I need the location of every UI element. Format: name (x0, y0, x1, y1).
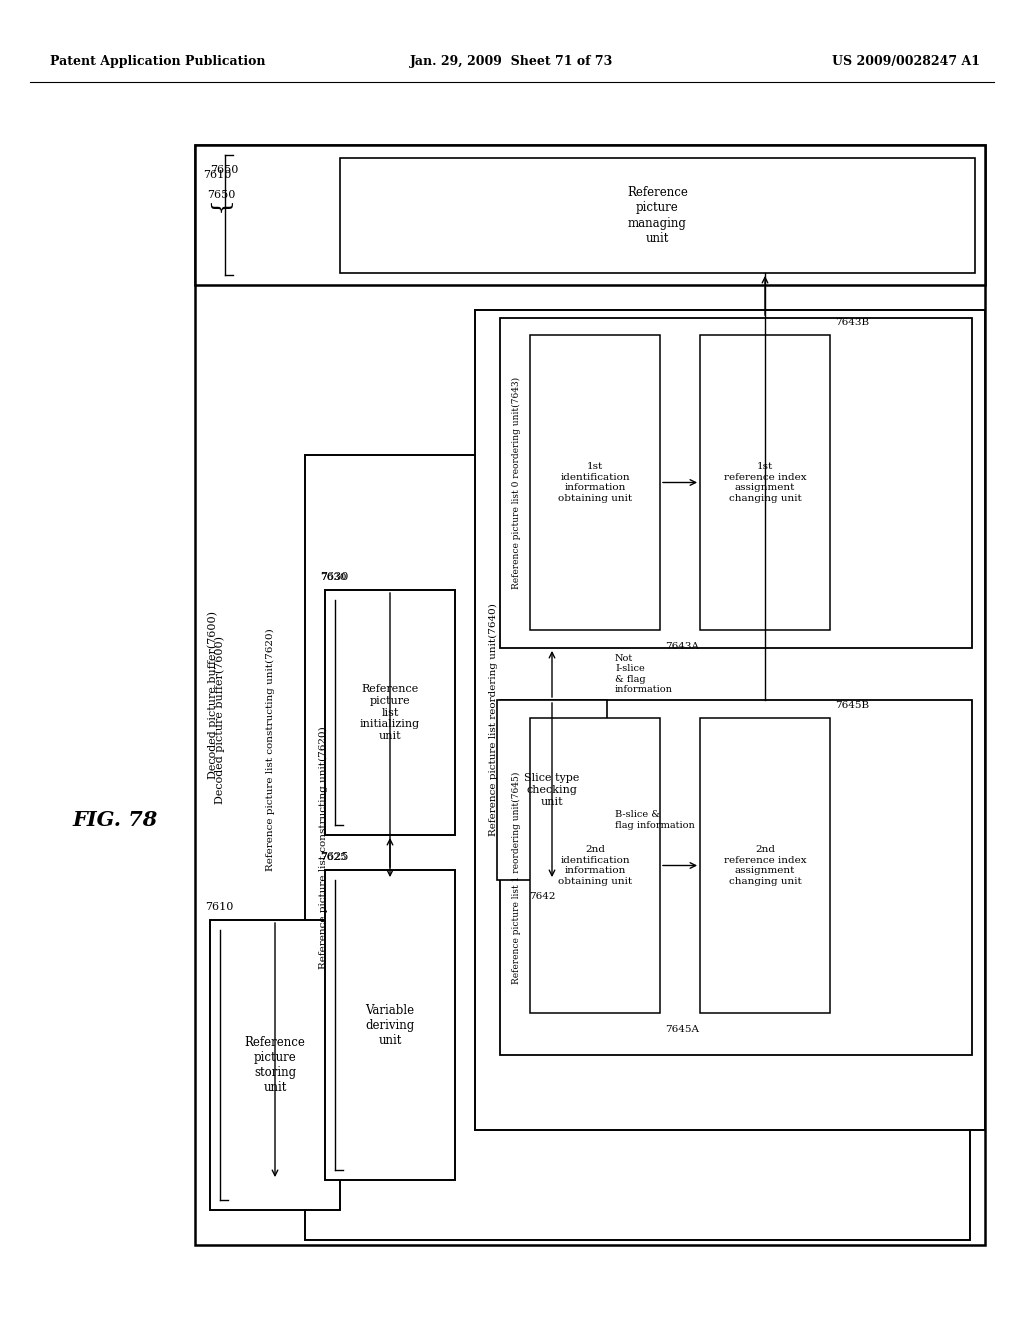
Text: 7610: 7610 (205, 902, 233, 912)
Text: 1st
reference index
assignment
changing unit: 1st reference index assignment changing … (724, 462, 806, 503)
Text: 7645A: 7645A (665, 1026, 699, 1034)
Text: Reference picture list 0 reordering unit(7643): Reference picture list 0 reordering unit… (511, 378, 520, 589)
Text: 7643A: 7643A (665, 642, 699, 651)
Text: 1st
identification
information
obtaining unit: 1st identification information obtaining… (558, 462, 632, 503)
Text: 7645B: 7645B (835, 701, 869, 710)
Bar (325, 590, 455, 836)
Bar (195, 145, 985, 285)
Text: Patent Application Publication: Patent Application Publication (50, 55, 265, 69)
Bar (305, 455, 970, 1239)
Text: 7610: 7610 (203, 170, 231, 180)
Text: Not
I-slice
& flag
information: Not I-slice & flag information (615, 653, 673, 694)
Text: Jan. 29, 2009  Sheet 71 of 73: Jan. 29, 2009 Sheet 71 of 73 (411, 55, 613, 69)
Text: Decoded picture buffer(7600): Decoded picture buffer(7600) (215, 636, 225, 804)
Text: Reference picture list reordering unit(7640): Reference picture list reordering unit(7… (488, 603, 498, 837)
Text: 7650: 7650 (210, 165, 239, 176)
Text: Reference
picture
managing
unit: Reference picture managing unit (627, 186, 688, 244)
Text: B-slice &
flag information: B-slice & flag information (615, 810, 694, 830)
Text: 7625: 7625 (319, 853, 346, 862)
Text: 7650: 7650 (207, 190, 236, 201)
Text: Reference picture list constructing unit(7620): Reference picture list constructing unit… (318, 726, 328, 969)
Bar (475, 310, 985, 1130)
Text: 2nd
identification
information
obtaining unit: 2nd identification information obtaining… (558, 845, 632, 886)
Text: 7625: 7625 (319, 851, 348, 862)
Text: US 2009/0028247 A1: US 2009/0028247 A1 (831, 55, 980, 69)
Bar (497, 700, 607, 880)
Bar (195, 145, 985, 1245)
Text: Decoded picture buffer(7600): Decoded picture buffer(7600) (208, 611, 218, 779)
Text: Reference picture list constructing unit(7620): Reference picture list constructing unit… (265, 628, 274, 871)
Text: }: } (207, 202, 229, 218)
Bar (700, 335, 830, 630)
Bar (530, 718, 660, 1012)
Text: 7630: 7630 (319, 573, 346, 582)
Bar (500, 700, 972, 1055)
Text: 2nd
reference index
assignment
changing unit: 2nd reference index assignment changing … (724, 845, 806, 886)
Bar (700, 718, 830, 1012)
Bar (500, 318, 972, 648)
Bar (325, 870, 455, 1180)
Text: 7630: 7630 (319, 572, 348, 582)
Text: Variable
deriving
unit: Variable deriving unit (366, 1003, 415, 1047)
Text: Reference picture list 1 reordering unit(7645): Reference picture list 1 reordering unit… (511, 771, 520, 983)
Text: 7643B: 7643B (835, 318, 869, 327)
Bar (210, 920, 340, 1210)
Text: Slice type
checking
unit: Slice type checking unit (524, 774, 580, 807)
Bar (530, 335, 660, 630)
Text: Reference
picture
list
initializing
unit: Reference picture list initializing unit (360, 684, 420, 741)
Text: 7642: 7642 (528, 892, 555, 902)
Text: FIG. 78: FIG. 78 (73, 810, 158, 830)
Text: Reference
picture
storing
unit: Reference picture storing unit (245, 1036, 305, 1094)
Bar (340, 158, 975, 273)
